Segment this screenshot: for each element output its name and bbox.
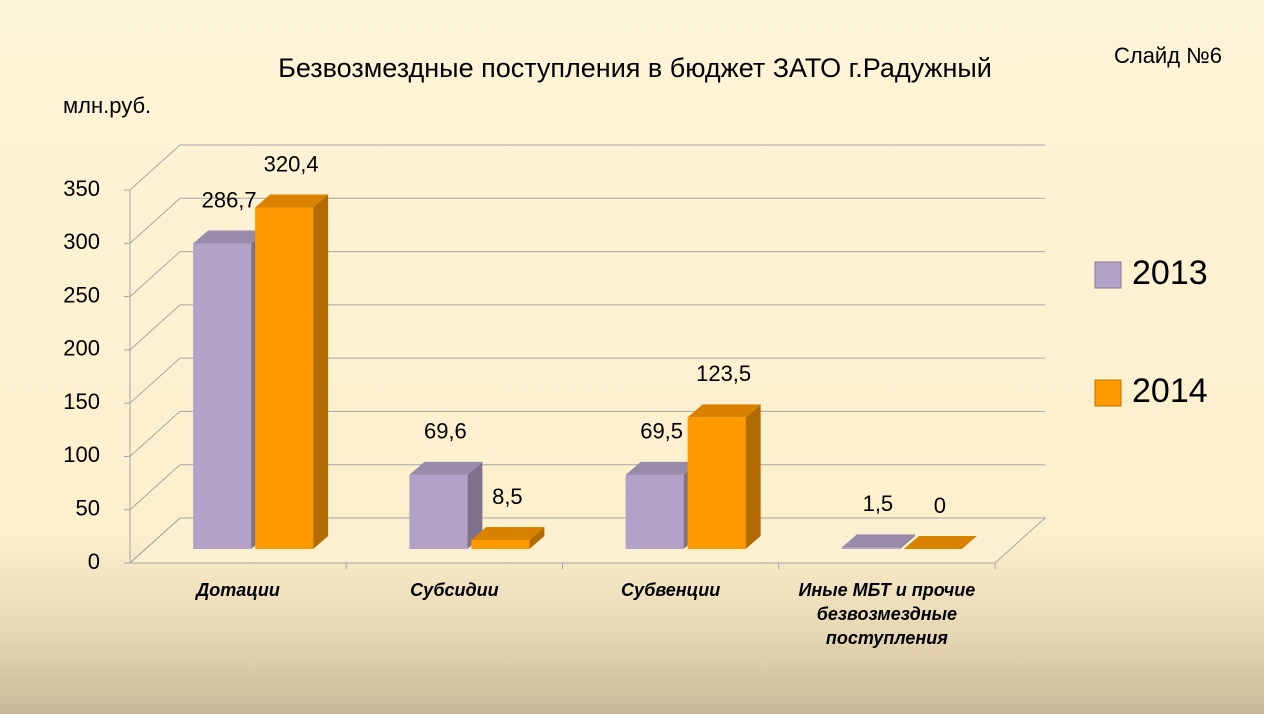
bar-side bbox=[745, 404, 761, 549]
value-label: 69,6 bbox=[424, 419, 467, 444]
bar-side bbox=[529, 526, 545, 549]
bar-front bbox=[193, 243, 252, 549]
bar-top bbox=[687, 404, 761, 418]
bar-top bbox=[903, 536, 977, 549]
bar-top bbox=[625, 461, 699, 475]
legend-swatch bbox=[1094, 379, 1122, 407]
bar-top bbox=[471, 526, 545, 540]
bar-front bbox=[687, 417, 746, 549]
bar bbox=[903, 536, 977, 549]
bar-top bbox=[193, 230, 267, 244]
value-label: 286,7 bbox=[202, 187, 257, 212]
y-tick-label: 200 bbox=[63, 336, 100, 361]
bar-side bbox=[467, 461, 483, 549]
bar-side bbox=[313, 194, 329, 549]
grid-line bbox=[129, 304, 1045, 351]
bar-top bbox=[255, 194, 329, 208]
grid-line bbox=[129, 144, 1045, 191]
y-tick-label: 250 bbox=[63, 282, 100, 307]
bar bbox=[255, 194, 329, 549]
y-tick-label: 150 bbox=[63, 389, 100, 414]
x-tick-label: Субвенции bbox=[620, 580, 721, 600]
chart-title: Безвозмездные поступления в бюджет ЗАТО … bbox=[278, 53, 992, 83]
bar bbox=[687, 404, 761, 549]
value-label: 1,5 bbox=[863, 491, 894, 516]
y-tick-label: 100 bbox=[63, 442, 100, 467]
bar bbox=[471, 526, 545, 549]
value-label: 320,4 bbox=[264, 151, 319, 176]
value-label: 69,5 bbox=[640, 419, 683, 444]
y-tick-label: 0 bbox=[88, 549, 100, 574]
bar-front bbox=[409, 474, 468, 549]
y-tick-label: 50 bbox=[76, 496, 100, 521]
x-tick-label: Субсидии bbox=[410, 580, 499, 600]
bar-front bbox=[471, 539, 530, 549]
y-tick-label: 300 bbox=[63, 229, 100, 254]
grid-line bbox=[129, 357, 1045, 404]
slide-number: Слайд №6 bbox=[1114, 43, 1222, 68]
bar-front bbox=[625, 474, 684, 549]
bar-front bbox=[255, 207, 314, 549]
bar bbox=[841, 534, 915, 549]
x-tick-label: Иные МБТ и прочие безвозмездные поступле… bbox=[798, 580, 976, 648]
bar-side bbox=[899, 534, 915, 549]
grid-line bbox=[129, 197, 1045, 244]
legend-label: 2014 bbox=[1132, 372, 1208, 410]
y-tick-label: 350 bbox=[63, 176, 100, 201]
bar-top bbox=[409, 461, 483, 475]
value-label: 8,5 bbox=[492, 484, 523, 509]
bar-front bbox=[841, 547, 900, 549]
x-tick-label: Дотации bbox=[196, 580, 280, 600]
grid-line bbox=[129, 251, 1045, 297]
legend-swatch bbox=[1094, 261, 1122, 289]
value-label: 123,5 bbox=[696, 361, 751, 386]
y-axis-label: млн.руб. bbox=[63, 93, 151, 118]
bar-top bbox=[841, 534, 915, 548]
value-label: 0 bbox=[934, 493, 946, 518]
bar bbox=[409, 461, 483, 549]
legend-label: 2013 bbox=[1132, 254, 1208, 292]
